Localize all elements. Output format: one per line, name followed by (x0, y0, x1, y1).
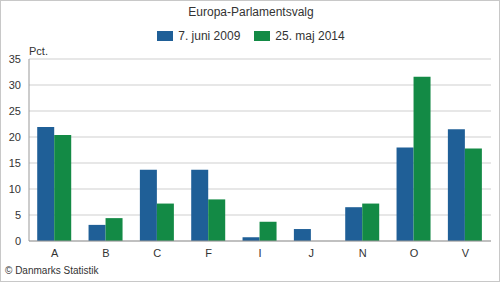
svg-text:20: 20 (9, 131, 21, 143)
svg-text:A: A (51, 247, 59, 259)
svg-text:V: V (462, 247, 470, 259)
svg-text:I: I (258, 247, 261, 259)
svg-text:B: B (102, 247, 109, 259)
svg-text:5: 5 (15, 209, 21, 221)
svg-text:O: O (410, 247, 419, 259)
html-text:Pct.: Pct. (29, 45, 48, 57)
svg-text:0: 0 (15, 235, 21, 247)
html-text:25. maj 2014: 25. maj 2014 (275, 29, 345, 43)
svg-text:15: 15 (9, 157, 21, 169)
svg-text:25: 25 (9, 105, 21, 117)
svg-text:30: 30 (9, 79, 21, 91)
svg-text:F: F (205, 247, 212, 259)
svg-text:C: C (153, 247, 161, 259)
svg-text:N: N (359, 247, 367, 259)
svg-text:35: 35 (9, 53, 21, 65)
svg-text:10: 10 (9, 183, 21, 195)
html-text:7. juni 2009: 7. juni 2009 (178, 29, 241, 43)
svg-text:J: J (309, 247, 315, 259)
html-text:Europa-Parlamentsvalg: Europa-Parlamentsvalg (188, 5, 314, 19)
html-text:© Danmarks Statistik: © Danmarks Statistik (5, 265, 99, 276)
